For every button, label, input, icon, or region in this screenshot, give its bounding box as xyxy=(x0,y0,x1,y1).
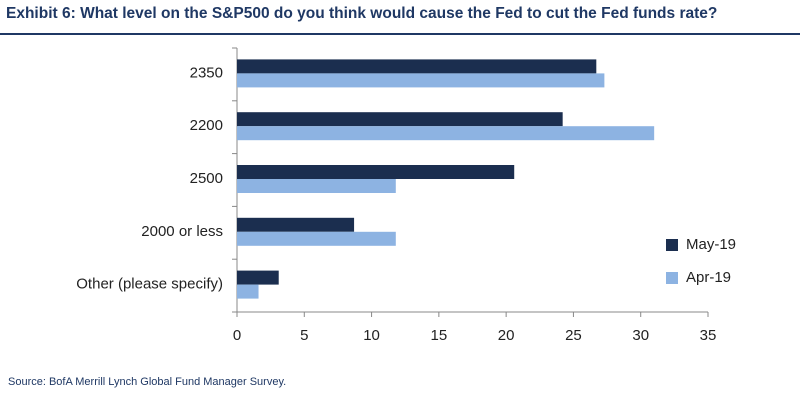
bar-may-19 xyxy=(237,165,515,179)
legend: May-19 Apr-19 xyxy=(666,228,736,294)
legend-swatch-apr xyxy=(666,271,678,284)
legend-label-apr: Apr-19 xyxy=(686,269,732,286)
legend-item-may: May-19 xyxy=(666,228,736,261)
x-tick-label: 5 xyxy=(300,327,308,344)
x-tick-label: 15 xyxy=(431,327,448,344)
x-tick-label: 20 xyxy=(498,327,515,344)
category-label: 2000 or less xyxy=(141,223,223,240)
bar-chart: 0 5 10 15 20 25 30 35 2350 2200 2500 2000 or less Ot… xyxy=(76,47,716,344)
category-label: 2500 xyxy=(190,170,223,187)
category-label: 2200 xyxy=(190,117,223,134)
category-label: 2350 xyxy=(190,64,223,81)
labels: 0 5 10 15 20 25 30 35 2350 2200 2500 2000 or less Ot… xyxy=(76,64,716,344)
x-tick-label: 35 xyxy=(700,327,717,344)
legend-item-apr: Apr-19 xyxy=(666,261,736,294)
bar-apr-19 xyxy=(237,73,605,88)
x-tick-label: 30 xyxy=(632,327,649,344)
x-tick-label: 0 xyxy=(233,327,241,344)
source-note: Source: BofA Merrill Lynch Global Fund M… xyxy=(8,376,287,388)
x-tick-label: 25 xyxy=(565,327,582,344)
title-divider xyxy=(0,33,800,35)
bar-apr-19 xyxy=(237,126,655,141)
bar-apr-19 xyxy=(237,284,259,299)
bar-may-19 xyxy=(237,59,597,74)
bar-apr-19 xyxy=(237,231,396,246)
chart-title: Exhibit 6: What level on the S&P500 do y… xyxy=(6,5,718,22)
legend-swatch-may xyxy=(666,238,678,251)
category-label: Other (please specify) xyxy=(76,276,223,293)
legend-label-may: May-19 xyxy=(686,236,737,253)
bar-apr-19 xyxy=(237,179,396,193)
bars xyxy=(237,59,655,299)
bar-may-19 xyxy=(237,270,279,285)
x-tick-label: 10 xyxy=(363,327,380,344)
bar-may-19 xyxy=(237,112,563,127)
bar-may-19 xyxy=(237,217,355,232)
